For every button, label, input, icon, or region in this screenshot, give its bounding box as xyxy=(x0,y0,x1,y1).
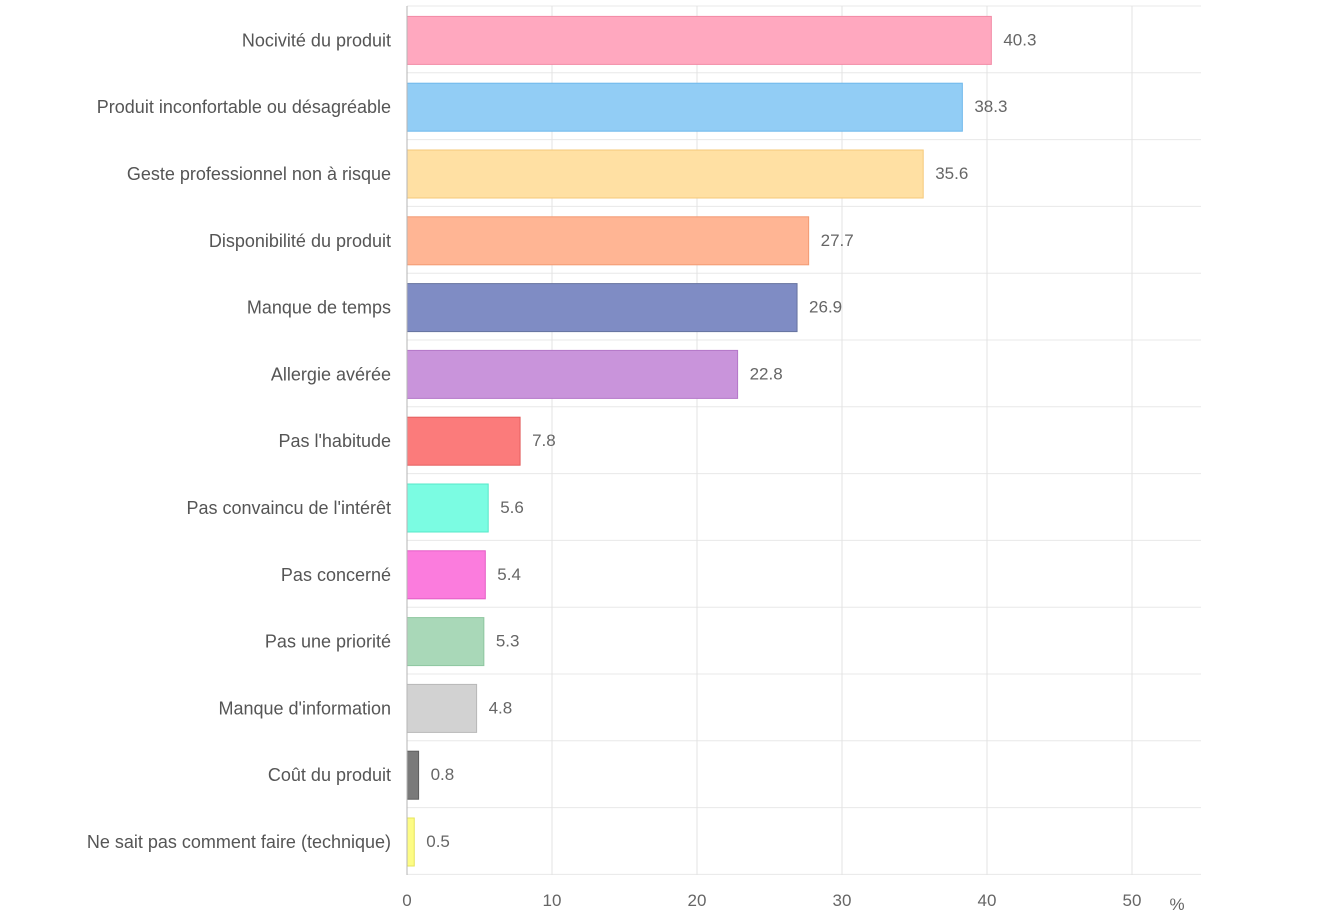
bar[interactable] xyxy=(406,550,486,600)
category-label: Manque de temps xyxy=(247,298,391,318)
bar[interactable] xyxy=(406,82,963,132)
category-label: Nocivité du produit xyxy=(242,30,391,50)
x-tick-label: 10 xyxy=(543,891,562,910)
value-label: 40.3 xyxy=(1003,30,1036,49)
bar[interactable] xyxy=(406,750,420,800)
x-tick-label: 40 xyxy=(978,891,997,910)
bar[interactable] xyxy=(406,149,924,199)
value-label: 5.6 xyxy=(500,498,524,517)
category-label: Disponibilité du produit xyxy=(209,231,391,251)
x-tick-label: 0 xyxy=(402,891,411,910)
category-label: Pas concerné xyxy=(281,565,391,585)
category-label: Coût du produit xyxy=(268,765,391,785)
value-label: 26.9 xyxy=(809,298,842,317)
bar[interactable] xyxy=(406,683,478,733)
value-label: 4.8 xyxy=(489,698,513,717)
category-label: Geste professionnel non à risque xyxy=(127,164,391,184)
x-tick-label: 30 xyxy=(833,891,852,910)
category-label: Manque d'information xyxy=(218,698,391,718)
bar[interactable] xyxy=(406,817,415,867)
category-label: Ne sait pas comment faire (technique) xyxy=(87,832,391,852)
bar[interactable] xyxy=(406,617,485,667)
labels-layer: Nocivité du produit 40.3 Produit inconfort… xyxy=(87,30,1037,852)
bar[interactable] xyxy=(406,216,810,266)
bar[interactable] xyxy=(406,15,992,65)
x-tick-label: 50 xyxy=(1123,891,1142,910)
bar[interactable] xyxy=(406,349,739,399)
value-label: 5.3 xyxy=(496,632,520,651)
grid-layer xyxy=(407,5,1201,875)
category-label: Produit inconfortable ou désagréable xyxy=(97,97,391,117)
bar[interactable] xyxy=(406,483,489,533)
bar[interactable] xyxy=(406,283,798,333)
value-label: 5.4 xyxy=(497,565,521,584)
category-label: Pas l'habitude xyxy=(278,431,391,451)
x-axis: 0 10 20 30 40 50% xyxy=(402,6,1185,914)
value-label: 7.8 xyxy=(532,431,556,450)
bar[interactable] xyxy=(406,416,521,466)
value-label: 0.5 xyxy=(426,832,450,851)
value-label: 27.7 xyxy=(821,231,854,250)
bars-layer xyxy=(406,15,992,867)
category-label: Allergie avérée xyxy=(271,364,391,384)
x-unit-label: % xyxy=(1169,895,1184,912)
value-label: 0.8 xyxy=(431,765,455,784)
value-label: 22.8 xyxy=(750,364,783,383)
category-label: Pas une priorité xyxy=(265,632,391,652)
value-label: 35.6 xyxy=(935,164,968,183)
x-tick-label: 20 xyxy=(688,891,707,910)
category-label: Pas convaincu de l'intérêt xyxy=(186,498,391,518)
value-label: 38.3 xyxy=(974,97,1007,116)
